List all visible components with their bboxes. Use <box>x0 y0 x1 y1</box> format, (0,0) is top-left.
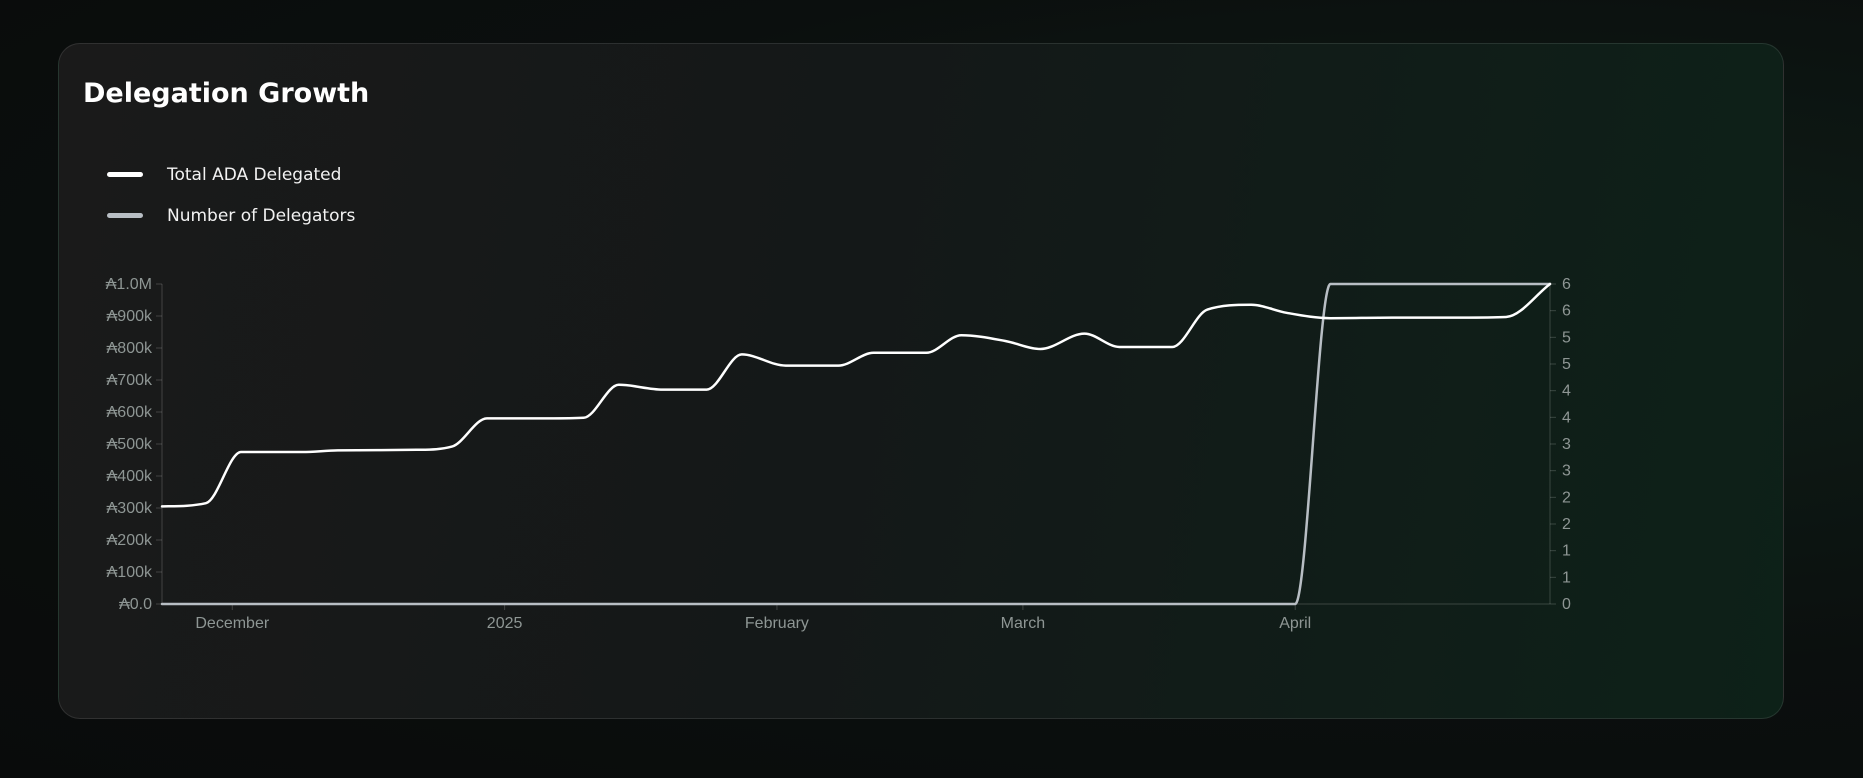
y-left-tick-label: ₳600k <box>107 404 153 421</box>
y-left-tick-label: ₳900k <box>107 308 153 325</box>
y-right-tick-label: 1 <box>1562 569 1571 586</box>
y-right-tick-label: 6 <box>1562 303 1571 320</box>
legend-swatch-delegators <box>107 213 143 218</box>
series-line-total-ada <box>160 282 1552 508</box>
y-right-tick-label: 4 <box>1562 409 1571 426</box>
y-right-tick-label: 2 <box>1562 516 1571 533</box>
y-left-tick-label: ₳300k <box>107 500 153 517</box>
x-tick-label: February <box>745 615 809 632</box>
x-tick-label: December <box>195 615 269 632</box>
y-left-tick-label: ₳700k <box>107 372 153 389</box>
y-right-tick-label: 4 <box>1562 383 1571 400</box>
chart-card: Delegation Growth Total ADA Delegated Nu… <box>58 43 1784 719</box>
y-left-tick-label: ₳800k <box>107 340 153 357</box>
y-right-tick-label: 3 <box>1562 463 1571 480</box>
y-right-tick-label: 2 <box>1562 489 1571 506</box>
y-right-tick-label: 3 <box>1562 436 1571 453</box>
y-left-tick-label: ₳200k <box>107 532 153 549</box>
line-chart: ₳0.0 ₳100k ₳200k ₳300k ₳400k ₳500k ₳600k ₳700k ₳… <box>106 276 1571 632</box>
legend-item-total-ada[interactable]: Total ADA Delegated <box>107 154 355 195</box>
y-left-tick-label: ₳400k <box>107 468 153 485</box>
y-right-tick-label: 6 <box>1562 276 1571 293</box>
y-left-tick-label: ₳0.0 <box>119 596 152 613</box>
legend-item-delegators[interactable]: Number of Delegators <box>107 195 355 236</box>
y-right-tick-label: 5 <box>1562 356 1571 373</box>
y-left-tick-label: ₳1.0M <box>106 276 152 293</box>
x-tick-label: April <box>1279 615 1311 632</box>
y-left-tick-label: ₳500k <box>107 436 153 453</box>
legend-label-total-ada: Total ADA Delegated <box>167 164 342 185</box>
y-right-tick-label: 5 <box>1562 329 1571 346</box>
legend-swatch-total-ada <box>107 172 143 177</box>
y-left-tick-label: ₳100k <box>107 564 153 581</box>
chart-legend: Total ADA Delegated Number of Delegators <box>107 154 355 236</box>
series-line-delegators <box>160 282 1552 606</box>
legend-label-delegators: Number of Delegators <box>167 205 356 226</box>
y-right-tick-label: 0 <box>1562 596 1571 613</box>
y-right-tick-label: 1 <box>1562 543 1571 560</box>
chart-title: Delegation Growth <box>83 78 370 109</box>
x-tick-label: 2025 <box>487 615 523 632</box>
x-tick-label: March <box>1001 615 1045 632</box>
